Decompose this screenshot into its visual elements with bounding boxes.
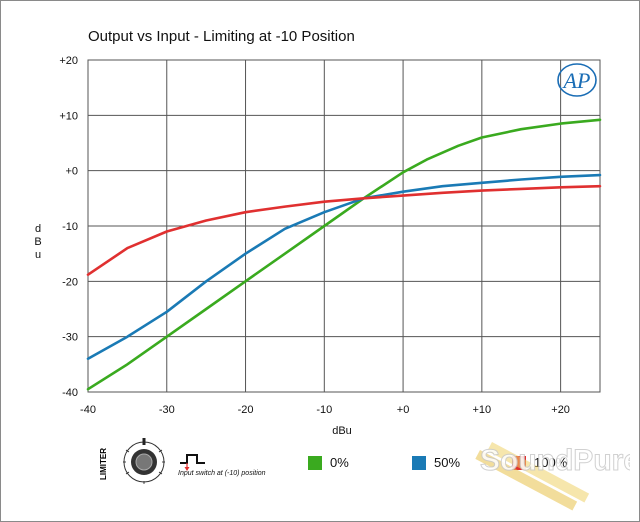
limiter-knob-icon [123,438,165,484]
series-line-100pct [86,184,602,277]
legend-item-0pct: 0% [308,454,349,470]
y-tick-labels: -40 -30 -20 -10 +0 +10 +20 [59,55,78,399]
y-axis-label-char: B [34,236,41,248]
soundpure-watermark: SoundPure [475,442,630,511]
x-tick-label: +10 [473,404,492,416]
y-tick-label: -10 [62,221,78,233]
y-tick-label: +0 [65,166,78,178]
y-axis-label: dBu [34,223,41,261]
ap-logo: AP [557,63,597,97]
series-line-50pct [86,173,602,361]
x-tick-label: +0 [397,404,410,416]
x-tick-label: -20 [238,404,254,416]
legend-item-50pct: 50% [412,454,460,470]
x-tick-label: -10 [316,404,332,416]
watermark-text: SoundPure [480,444,630,477]
legend-swatch-50pct [412,455,426,470]
y-axis-label-char: u [35,249,41,261]
y-axis-label-char: d [35,223,41,235]
x-tick-label: -30 [159,404,175,416]
input-switch-caption: Input switch at (-10) position [178,470,266,477]
x-tick-label: +20 [551,404,570,416]
series-group [86,118,602,391]
x-axis-label: dBu [332,425,352,437]
x-tick-label: -40 [80,404,96,416]
chart-title: Output vs Input - Limiting at -10 Positi… [88,28,355,45]
y-tick-label: +20 [59,55,78,67]
input-switch-icon [180,454,205,471]
y-tick-label: +10 [59,110,78,122]
legend-swatch-0pct [308,455,322,470]
x-tick-labels: -40 -30 -20 -10 +0 +10 +20 [80,404,570,416]
y-tick-label: -40 [62,387,78,399]
legend-label-100pct: 100% [534,455,568,471]
y-tick-label: -20 [62,276,78,288]
ap-logo-text: AP [562,68,591,93]
legend-label-50pct: 50% [434,455,461,471]
legend-label-0pct: 0% [330,455,349,471]
y-tick-label: -30 [62,332,78,344]
limiter-label: LIMITER [99,448,108,480]
